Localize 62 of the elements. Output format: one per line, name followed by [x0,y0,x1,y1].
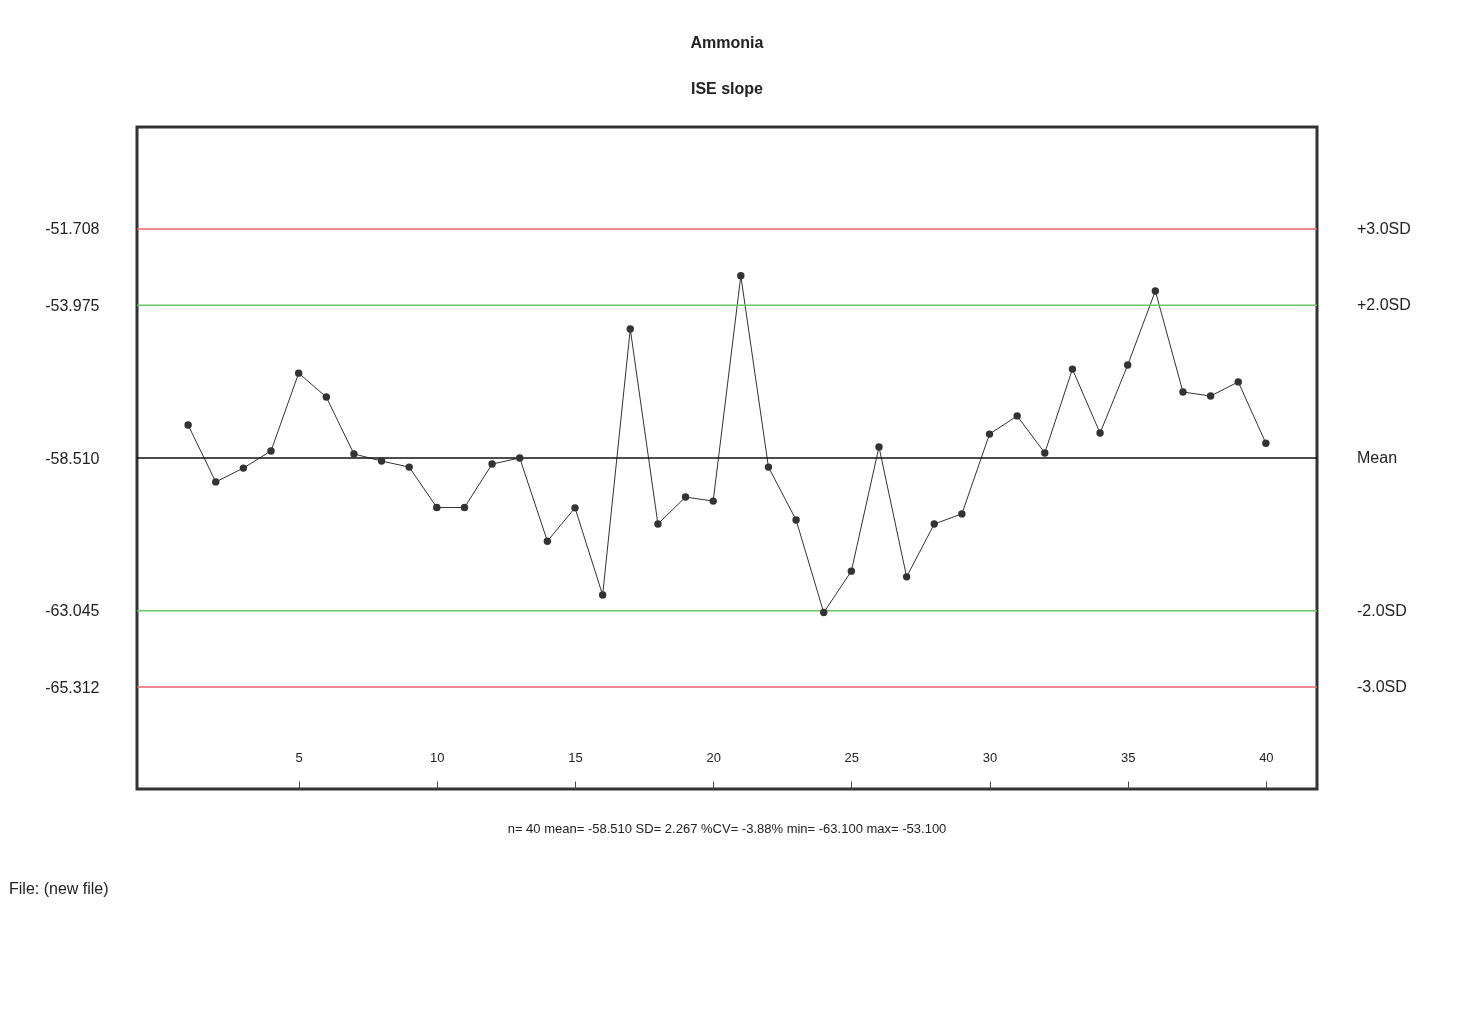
x-tick-label: 20 [706,749,721,765]
point [294,369,303,377]
x-tick-label: 15 [568,749,583,765]
x-tick-label: 10 [430,749,445,765]
point [267,447,275,455]
point [184,421,192,429]
point [792,516,800,524]
point [1123,361,1132,369]
point [1262,439,1270,447]
ref-line-label: Mean [1357,449,1398,466]
point [902,573,911,581]
point [212,478,220,486]
point [1068,365,1077,373]
point [239,464,248,472]
point [1151,287,1160,295]
point [571,504,579,512]
point [654,520,662,528]
x-tick-label: 30 [982,749,998,765]
point [1234,378,1242,386]
y-tick-label: -65.312 [45,678,100,696]
ref-line-label: -2.0SD [1357,601,1407,619]
point [1096,429,1104,437]
y-tick-label: -53.975 [45,296,100,314]
point [598,591,607,599]
point [1206,392,1215,400]
x-tick-label: 40 [1259,749,1274,765]
point [460,503,469,512]
ref-line-label: -3.0SD [1357,678,1407,696]
point [405,463,413,471]
point [1041,449,1049,457]
point [433,503,441,512]
chart-subtitle: ISE slope [690,80,764,97]
x-tick-label: 5 [295,749,303,765]
ref-line-label: +2.0SD [1357,296,1411,314]
point [488,460,496,468]
x-tick-label: 35 [1120,749,1136,765]
point [875,443,883,451]
text: File: (new file) [9,880,109,897]
point [681,493,690,501]
point [958,510,966,518]
point [1013,412,1021,420]
ref-line-label: +3.0SD [1357,219,1411,237]
point [516,454,524,462]
chart-title: Ammonia [690,34,764,51]
point [985,430,994,438]
point [350,450,358,458]
point [1179,388,1187,396]
y-tick-label: -51.708 [45,220,100,238]
point [322,393,331,401]
point [820,608,828,617]
point [543,537,552,545]
text: n= 40 mean= -58.510 SD= 2.267 %CV= -3.88% min= -63.100 max= -53.100 [507,821,947,836]
x-tick-label: 25 [844,749,860,765]
point [930,520,938,528]
point [377,457,386,465]
y-tick-label: -58.510 [45,449,100,467]
point [737,272,745,280]
y-tick-label: -63.045 [45,602,100,620]
point [847,567,856,575]
point [764,463,773,471]
point [626,325,634,333]
point [709,497,717,505]
